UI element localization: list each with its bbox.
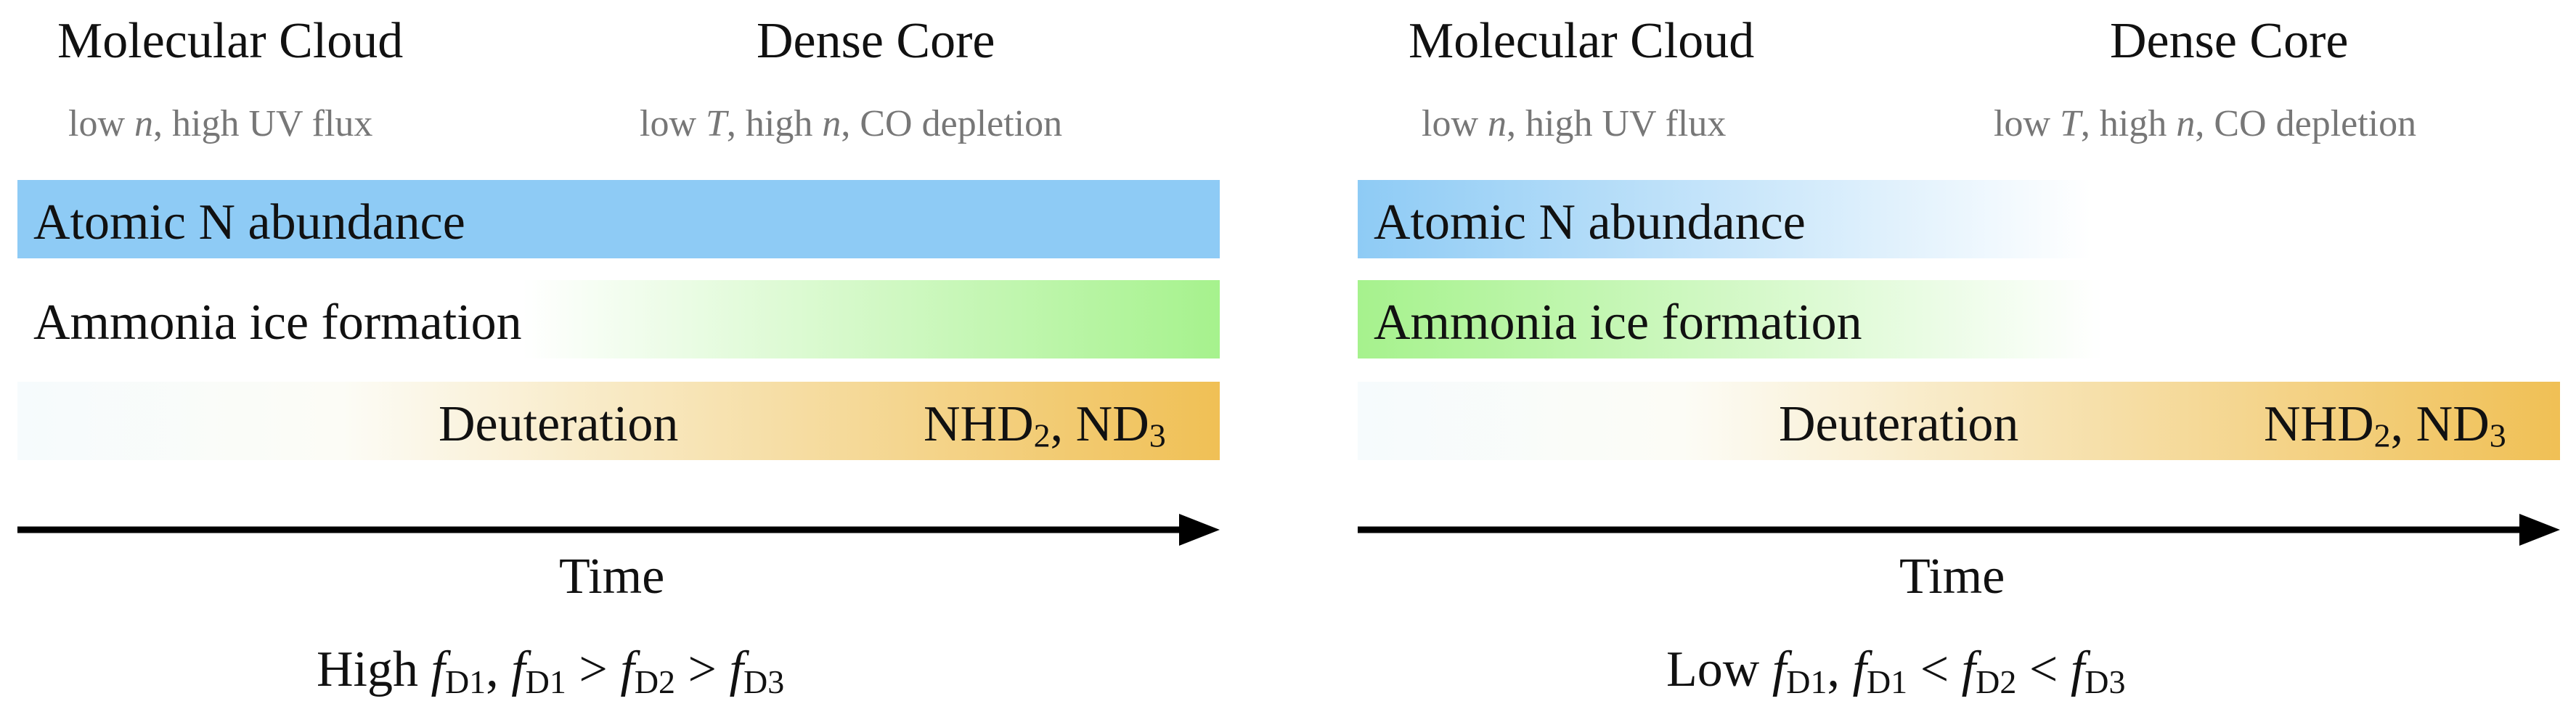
deuteration-fraction-relation: High fD1, fD1 > fD2 > fD3 — [317, 642, 785, 701]
deuteration-fraction-relation: Low fD1, fD1 < fD2 < fD3 — [1666, 642, 2126, 701]
atomic-n-abundance-bar — [1358, 180, 2560, 258]
deuterated-products-label: NHD2, ND3 — [2264, 396, 2506, 454]
stage-title-dense-core: Dense Core — [757, 13, 995, 69]
stage-subtitle-molecular-cloud: low n, high UV flux — [68, 103, 373, 144]
time-arrow — [17, 514, 1220, 546]
atomic-n-abundance-bar — [17, 180, 1220, 258]
stage-subtitle-molecular-cloud: low n, high UV flux — [1422, 103, 1727, 144]
time-axis-label: Time — [1899, 549, 2005, 605]
stage-subtitle-dense-core: low T, high n, CO depletion — [1994, 103, 2417, 144]
deuteration-bar — [1358, 382, 2560, 460]
atomic-n-abundance-label: Atomic N abundance — [33, 194, 465, 250]
deuterated-products-label: NHD2, ND3 — [924, 396, 1166, 454]
stage-title-molecular-cloud: Molecular Cloud — [57, 13, 404, 69]
ammonia-ice-formation-label: Ammonia ice formation — [33, 295, 522, 351]
ammonia-ice-formation-label: Ammonia ice formation — [1374, 295, 1862, 351]
deuteration-label: Deuteration — [439, 396, 679, 452]
deuteration-bar — [17, 382, 1220, 460]
stage-title-dense-core: Dense Core — [2110, 13, 2349, 69]
stage-title-molecular-cloud: Molecular Cloud — [1409, 13, 1755, 69]
scenario-panel-high: Molecular Cloud low n, high UV flux Dens… — [17, 0, 1237, 717]
deuteration-label: Deuteration — [1779, 396, 2019, 452]
time-axis-label: Time — [559, 549, 665, 605]
ammonia-ice-formation-bar — [17, 280, 1220, 358]
stage-subtitle-dense-core: low T, high n, CO depletion — [640, 103, 1063, 144]
ammonia-ice-formation-bar — [1358, 280, 2560, 358]
atomic-n-abundance-label: Atomic N abundance — [1374, 194, 1806, 250]
time-arrow — [1358, 514, 2560, 546]
scenario-panel-low: Molecular Cloud low n, high UV flux Dens… — [1358, 0, 2576, 717]
